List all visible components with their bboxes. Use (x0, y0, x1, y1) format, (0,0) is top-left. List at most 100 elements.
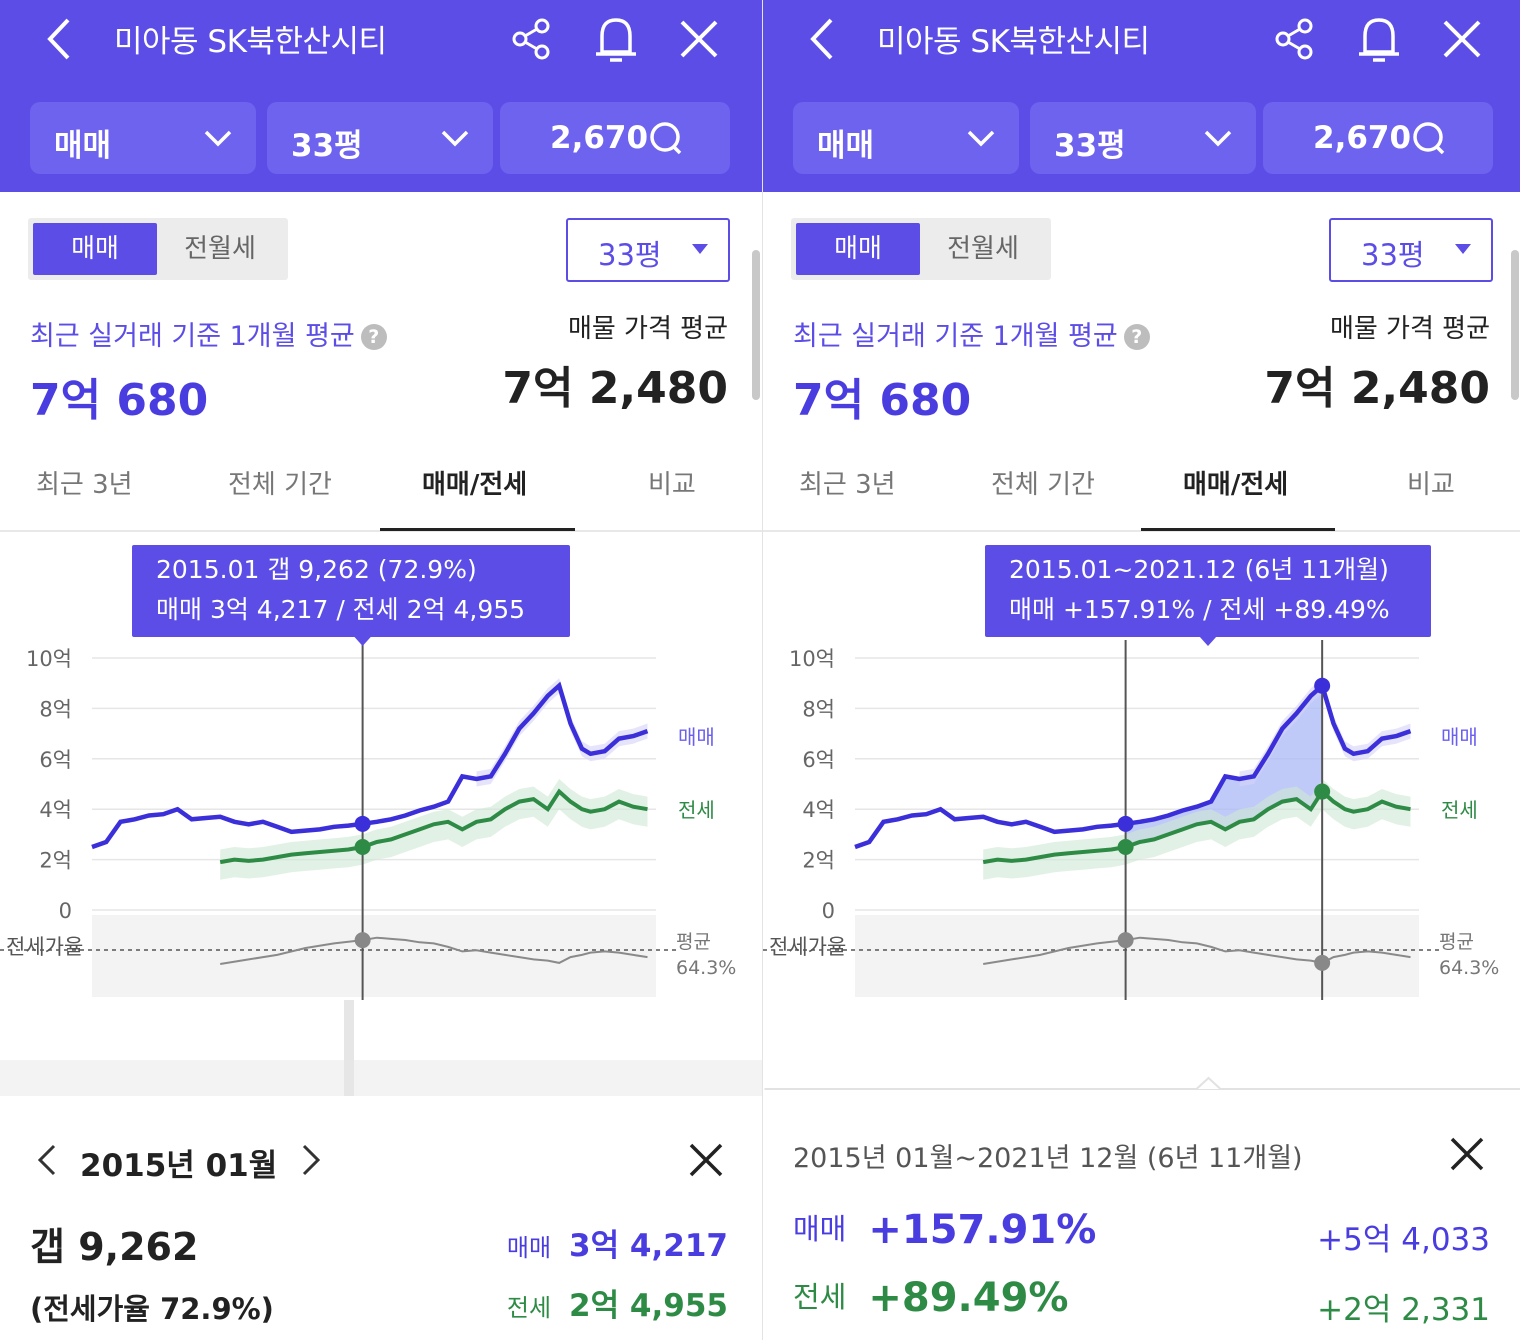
size-dropdown-label: 33평 (1361, 238, 1425, 272)
ratio-axis-label: 전세가율 (6, 935, 83, 959)
jeonse-marker (1117, 839, 1134, 855)
rent-toggle-button[interactable]: 전월세 (947, 234, 1019, 264)
rent-toggle-button[interactable]: 전월세 (184, 234, 256, 264)
sale-change-pct: +157.91% (868, 1207, 1097, 1253)
recent-average-text: 최근 실거래 기준 1개월 평균 (793, 321, 1118, 352)
tooltip-line-1: 2015.01~2021.12 (6년 11개월) (1009, 555, 1389, 584)
prev-month-icon[interactable] (32, 1140, 62, 1180)
trade-type-toggle: 매매 전월세 (28, 218, 288, 280)
sale-price-value: 3억 4,217 (569, 1228, 728, 1264)
tooltip-box (985, 545, 1431, 637)
help-icon[interactable]: ? (360, 324, 387, 350)
caret-down-icon (1455, 244, 1471, 254)
listing-count-search[interactable]: 2,670 (1263, 102, 1493, 174)
recent-average-value: 7억 680 (30, 375, 209, 426)
y-tick-label: 2억 (39, 849, 72, 873)
period-tabs: 최근 3년 전체 기간 매매/전세 비교 (763, 448, 1520, 532)
deal-type-select[interactable]: 매매 (793, 102, 1019, 174)
caret-down-icon (692, 244, 708, 254)
tooltip-notch (1199, 636, 1217, 646)
y-tick-label: 6억 (802, 748, 835, 772)
back-arrow-icon[interactable] (36, 14, 86, 64)
section-divider (764, 1076, 1520, 1090)
sale-marker (354, 815, 371, 832)
close-detail-icon[interactable] (1449, 1136, 1485, 1172)
sale-price-key: 매매 (506, 1234, 552, 1262)
recent-average-text: 최근 실거래 기준 1개월 평균 (30, 321, 355, 352)
tab-sale-jeonse[interactable]: 매매/전세 (422, 470, 528, 500)
active-tab-underline (380, 528, 575, 531)
apartment-title: 미아동 SK북한산시티 (114, 24, 387, 60)
ratio-axis-label: 전세가율 (769, 935, 846, 959)
size-select[interactable]: 33평 (267, 102, 493, 174)
tab-recent-3y[interactable]: 최근 3년 (799, 470, 896, 500)
help-icon[interactable]: ? (1123, 324, 1150, 350)
sale-toggle-button[interactable]: 매매 (796, 223, 920, 275)
jeonse-series-label: 전세 (1441, 798, 1478, 822)
listing-count: 2,670 (550, 120, 649, 156)
tab-all-period[interactable]: 전체 기간 (991, 470, 1095, 500)
jeonse-price-value: 2억 4,955 (569, 1288, 728, 1324)
sale-marker (1117, 815, 1134, 832)
tab-compare[interactable]: 비교 (648, 470, 696, 500)
listing-count-search[interactable]: 2,670 (500, 102, 730, 174)
asking-price-label: 매물 가격 평균 (1329, 314, 1490, 344)
deal-type-label: 매매 (54, 128, 112, 164)
tooltip-line-1: 2015.01 갭 9,262 (72.9%) (156, 555, 477, 584)
sale-toggle-button[interactable]: 매매 (33, 223, 157, 275)
sale-series-label: 매매 (1441, 725, 1478, 749)
recent-average-value: 7억 680 (793, 375, 972, 426)
sale-series-label: 매매 (678, 725, 715, 749)
scrollbar[interactable] (752, 250, 760, 400)
y-tick-label: 10억 (26, 647, 72, 671)
next-month-icon[interactable] (296, 1140, 326, 1180)
tab-recent-3y[interactable]: 최근 3년 (36, 470, 133, 500)
y-tick-label: 8억 (39, 697, 72, 721)
scrollbar[interactable] (1511, 250, 1519, 400)
bell-icon[interactable] (1355, 14, 1403, 64)
bell-icon[interactable] (592, 14, 640, 64)
average-label: 평균 (1439, 931, 1474, 953)
jeonse-change-row: 전세 +89.49% (793, 1274, 1069, 1321)
y-tick-label: 0 (822, 899, 835, 923)
y-tick-label: 4억 (39, 798, 72, 822)
tooltip-box (132, 545, 570, 637)
selected-range: 2015년 01월~2021년 12월 (6년 11개월) (793, 1143, 1303, 1174)
close-detail-icon[interactable] (688, 1142, 724, 1178)
ratio-marker (1314, 954, 1331, 971)
share-icon[interactable] (1271, 16, 1317, 62)
ratio-marker (1117, 932, 1134, 949)
average-label: 평균 (676, 931, 711, 953)
close-icon[interactable] (1441, 18, 1483, 60)
tab-sale-jeonse[interactable]: 매매/전세 (1183, 470, 1289, 500)
search-icon (650, 122, 682, 155)
ratio-marker (354, 932, 371, 949)
size-label: 33평 (1054, 128, 1126, 164)
top-bar: 미아동 SK북한산시티 매매 33평 2,670 (0, 0, 762, 192)
tab-all-period[interactable]: 전체 기간 (228, 470, 332, 500)
size-dropdown[interactable]: 33평 (566, 218, 730, 282)
top-bar: 미아동 SK북한산시티 매매 33평 2,670 (763, 0, 1520, 192)
ratio-panel-bg (92, 915, 656, 997)
size-dropdown-label: 33평 (598, 238, 662, 272)
size-select[interactable]: 33평 (1030, 102, 1256, 174)
sale-line (854, 681, 1412, 850)
left-panel: 미아동 SK북한산시티 매매 33평 2,670 매매 전월세 33평 최근 실… (0, 0, 762, 1326)
tooltip-line-2: 매매 +157.91% / 전세 +89.49% (1009, 595, 1390, 624)
back-arrow-icon[interactable] (799, 14, 849, 64)
sale-change-key: 매매 (793, 1212, 847, 1246)
price-chart[interactable]: 10억8억6억4억2억0전세가율평균64.3%매매전세2006200820102… (763, 540, 1520, 1000)
jeonse-price-row: 전세 2억 4,955 (507, 1280, 728, 1325)
ratio-line (983, 936, 1411, 965)
y-tick-label: 4억 (802, 798, 835, 822)
deal-type-select[interactable]: 매매 (30, 102, 256, 174)
share-icon[interactable] (508, 16, 554, 62)
size-dropdown[interactable]: 33평 (1329, 218, 1493, 282)
price-chart[interactable]: 10억8억6억4억2억0전세가율평균64.3%매매전세2006200820102… (0, 540, 762, 1000)
sale-price-row: 매매 3억 4,217 (507, 1220, 728, 1265)
ratio-line (220, 936, 648, 965)
y-tick-label: 0 (59, 899, 72, 923)
close-icon[interactable] (678, 18, 720, 60)
tab-compare[interactable]: 비교 (1407, 470, 1455, 500)
gap-value: 갭 9,262 (30, 1225, 199, 1269)
